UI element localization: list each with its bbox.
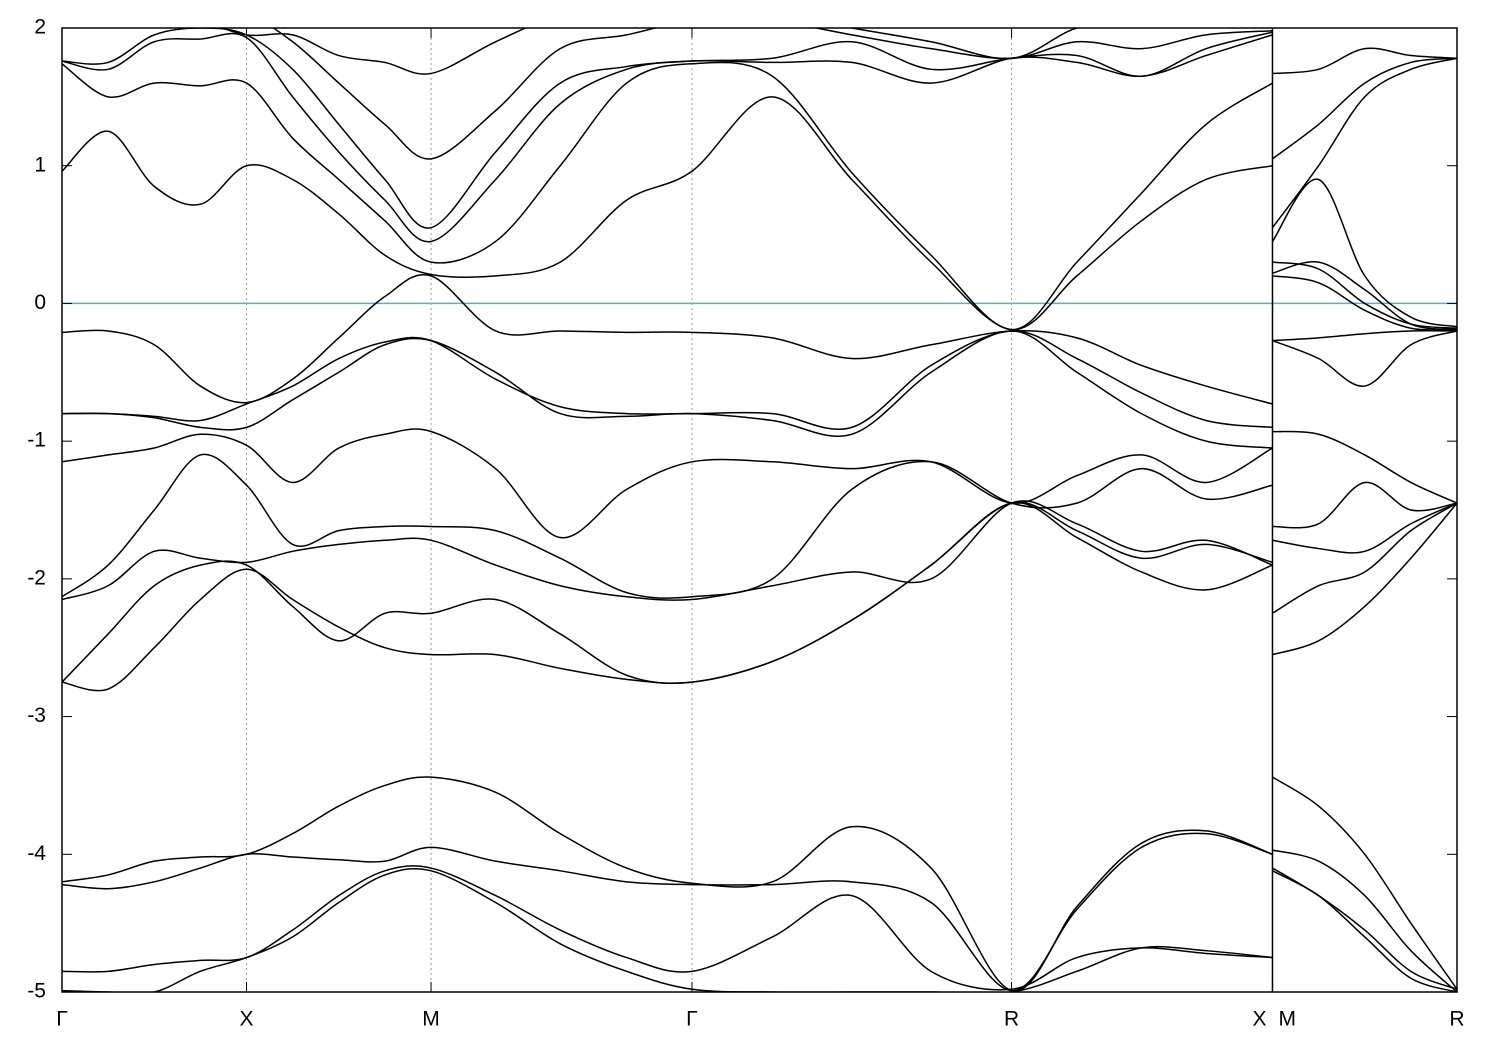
band-line xyxy=(220,28,1457,75)
band-line xyxy=(62,330,1457,449)
plot-frame xyxy=(61,27,1458,993)
x-tick-label: X xyxy=(1252,1008,1266,1031)
x-tick-label: X xyxy=(240,1008,254,1031)
x-tick-label: Γ xyxy=(686,1008,698,1031)
band-line xyxy=(272,28,1457,160)
band-line xyxy=(62,500,1457,601)
band-line xyxy=(62,96,1457,331)
y-tick-label: 1 xyxy=(34,153,46,176)
band-line xyxy=(62,501,1457,684)
y-tick-label: -4 xyxy=(27,842,46,865)
band-line xyxy=(62,32,1457,328)
x-tick-label: R xyxy=(1449,1008,1464,1031)
x-tick-label: R xyxy=(1004,1008,1019,1031)
y-tick-label: -1 xyxy=(27,429,46,452)
band-line xyxy=(62,273,1457,405)
band-line xyxy=(62,832,1457,992)
grid-layer xyxy=(61,28,1458,992)
band-line xyxy=(62,428,1457,539)
band-line xyxy=(62,28,1457,229)
y-tick-label: 2 xyxy=(34,16,46,39)
bands-layer xyxy=(62,28,1457,992)
band-line xyxy=(62,453,1457,599)
y-tick-label: -3 xyxy=(27,704,46,727)
x-tick-label: Γ xyxy=(56,1008,68,1031)
x-tick-label: M xyxy=(422,1008,440,1031)
band-line xyxy=(62,501,1457,692)
x-tick-label: M xyxy=(1278,1008,1296,1031)
y-tick-label: -2 xyxy=(27,566,46,589)
band-line xyxy=(62,330,1457,430)
y-tick-label: -5 xyxy=(27,980,46,1003)
band-line xyxy=(62,61,1457,331)
band-line xyxy=(62,865,1457,991)
band-line xyxy=(62,776,1457,992)
band-line xyxy=(62,867,1457,992)
y-tick-label: 0 xyxy=(34,291,46,314)
